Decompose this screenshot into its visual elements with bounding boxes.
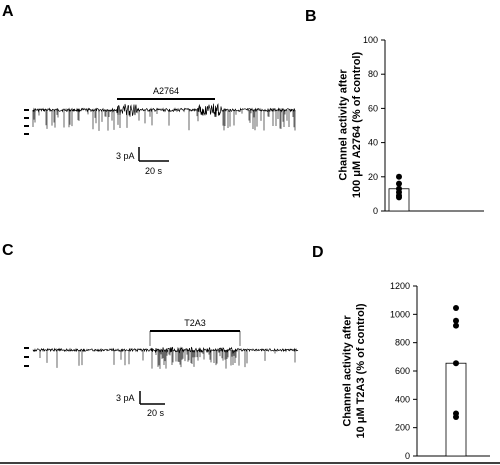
data-point (396, 180, 402, 187)
openings (32, 110, 296, 131)
trace-path (32, 346, 299, 355)
data-point (453, 322, 459, 329)
points-b (396, 173, 402, 201)
y-label-line-1: Channel activity after (338, 69, 350, 181)
panel-letter-d: D (312, 244, 324, 261)
current-trace-c (32, 346, 299, 369)
state-marks-c (24, 347, 29, 367)
y-tick-label: 20 (368, 172, 378, 182)
panel-letter-b: B (305, 8, 317, 25)
y-tick-label: 40 (368, 138, 378, 148)
y-axis-label-d-line1: Channel activity after10 μM T2A3 (% of c… (342, 303, 367, 438)
y-label-line-2: 10 μM T2A3 (% of control) (355, 303, 367, 438)
y-tick-label: 800 (395, 338, 410, 348)
scale-current-c: 3 pA (116, 393, 135, 403)
y-tick-label: 80 (368, 69, 378, 79)
trace-panel-a: A2764 3 pA 20 s (24, 86, 296, 176)
current-trace-a (32, 103, 296, 131)
scale-time-c: 20 s (147, 408, 165, 418)
data-point (396, 194, 402, 201)
drug-label-c: T2A3 (184, 318, 206, 328)
chart-panel-b: 0 20 40 60 80 100 Channel activity after100 μ… (338, 35, 484, 216)
y-axis-label-b-line1: Channel activity after100 μM A2764 (% of… (338, 52, 363, 199)
trace-path (32, 103, 296, 118)
y-tick-label: 0 (405, 451, 410, 461)
y-tick-label: 1000 (390, 309, 410, 319)
y-tick-label: 600 (395, 366, 410, 376)
y-tick-label: 0 (373, 206, 378, 216)
openings (39, 350, 296, 369)
y-label-line-2: 100 μM A2764 (% of control) (351, 52, 363, 199)
data-point (453, 317, 459, 324)
points-d (453, 304, 459, 421)
y-tick-label: 100 (363, 35, 378, 45)
bar-d (445, 362, 467, 457)
drug-label-a: A2764 (153, 86, 179, 96)
y-tick-label: 60 (368, 103, 378, 113)
panel-letter-c: C (2, 242, 14, 259)
y-tick-label: 1200 (390, 281, 410, 291)
data-point (453, 304, 459, 311)
panel-letter-a: A (2, 3, 14, 20)
scale-bar-c (139, 391, 165, 405)
y-tick-label: 200 (395, 423, 410, 433)
data-point (453, 414, 459, 421)
state-marks-a (24, 109, 29, 135)
scale-bar-a (138, 147, 169, 162)
y-ticks-d: 0 200 400 600 800 1000 1200 (390, 281, 417, 461)
y-ticks-b: 0 20 40 60 80 100 (363, 35, 385, 216)
chart-panel-d: 0 200 400 600 800 1000 1200 Channel activity a… (342, 281, 490, 461)
data-point (453, 360, 459, 367)
data-point (396, 173, 402, 180)
y-label-line-1: Channel activity after (342, 315, 354, 427)
y-tick-label: 400 (395, 394, 410, 404)
trace-panel-c: T2A3 3 pA 20 s (24, 318, 299, 418)
scale-time-a: 20 s (145, 166, 163, 176)
scale-current-a: 3 pA (116, 151, 135, 161)
